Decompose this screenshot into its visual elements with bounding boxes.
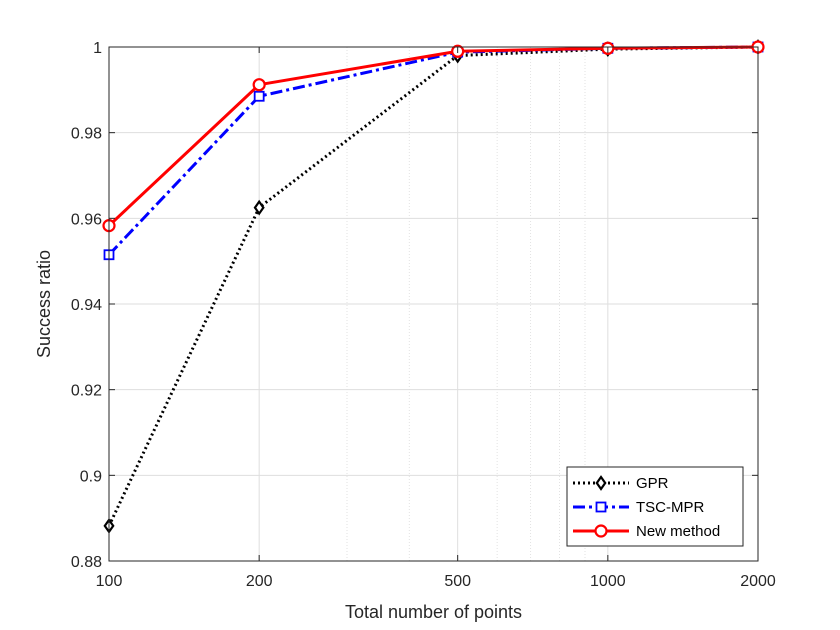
x-tick-label: 200 bbox=[246, 573, 273, 590]
legend-item: GPR bbox=[573, 475, 669, 492]
y-axis-label: Success ratio bbox=[34, 250, 54, 358]
data-point bbox=[253, 199, 265, 216]
y-tick-label: 0.98 bbox=[71, 126, 102, 143]
legend: GPR TSC-MPR New method bbox=[566, 466, 744, 547]
legend-label: TSC-MPR bbox=[636, 499, 704, 516]
legend-label: GPR bbox=[636, 475, 669, 492]
x-tick-label: 100 bbox=[96, 573, 123, 590]
x-tick-label: 2000 bbox=[740, 573, 776, 590]
legend-marker bbox=[594, 524, 608, 538]
y-tick-label: 0.92 bbox=[71, 383, 102, 400]
x-tick-label: 500 bbox=[444, 573, 471, 590]
data-point bbox=[253, 90, 265, 102]
legend-item: New method bbox=[573, 523, 720, 540]
legend-label: New method bbox=[636, 523, 720, 540]
legend-item: TSC-MPR bbox=[573, 499, 704, 516]
x-axis-label: Total number of points bbox=[345, 602, 522, 622]
y-tick-label: 0.96 bbox=[71, 211, 102, 228]
legend-marker bbox=[595, 501, 607, 513]
y-tick-label: 0.9 bbox=[80, 468, 102, 485]
x-tick-label: 1000 bbox=[590, 573, 626, 590]
y-tick-label: 0.94 bbox=[71, 297, 102, 314]
data-point bbox=[252, 78, 266, 92]
axis-ticks: 100 200 500 1000 2000 0.88 0.9 0.92 0.94 0.96 0.98… bbox=[71, 40, 776, 590]
legend-marker bbox=[595, 475, 607, 491]
y-tick-label: 1 bbox=[93, 40, 102, 57]
grid bbox=[108, 46, 759, 562]
y-tick-label: 0.88 bbox=[71, 554, 102, 571]
